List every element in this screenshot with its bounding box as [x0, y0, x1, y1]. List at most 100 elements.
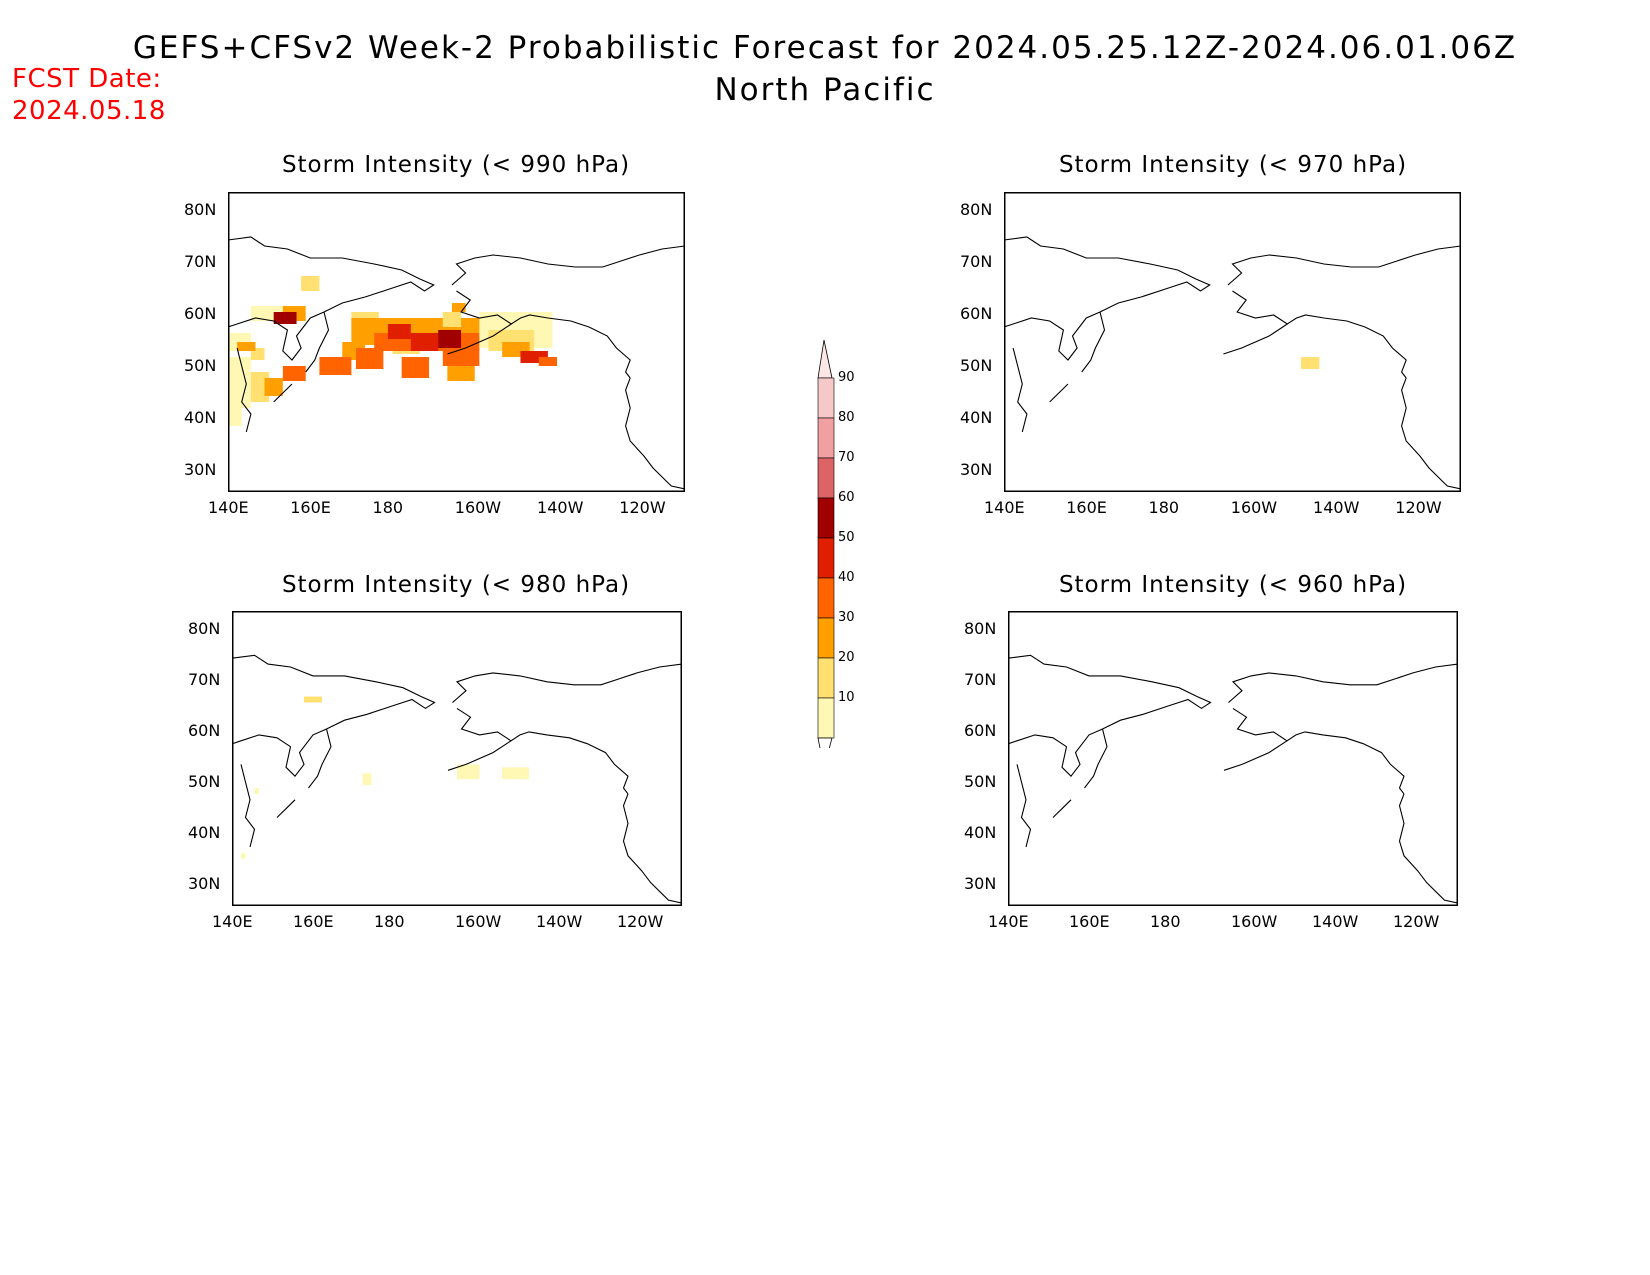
lat-tick-label: 50N	[960, 356, 993, 375]
lon-tick-label: 140E	[984, 498, 1025, 517]
probability-shade	[319, 357, 352, 375]
lon-tick-label: 160E	[1069, 912, 1110, 931]
lat-tick-label: 40N	[960, 408, 993, 427]
lat-tick-label: 30N	[964, 874, 997, 893]
lat-tick-label: 30N	[960, 460, 993, 479]
lat-tick-label: 70N	[964, 670, 997, 689]
probability-shade	[241, 852, 246, 859]
probability-shade	[442, 348, 480, 366]
map-panel-970	[1004, 192, 1461, 492]
lat-tick-label: 60N	[960, 304, 993, 323]
map-panel-990	[228, 192, 685, 492]
probability-shade	[1301, 357, 1320, 369]
lat-tick-label: 70N	[184, 252, 217, 271]
lon-tick-label: 140E	[212, 912, 253, 931]
colorbar-label: 30	[838, 610, 855, 625]
lon-tick-label: 160E	[293, 912, 334, 931]
lon-tick-label: 160W	[454, 498, 502, 517]
lon-tick-label: 140W	[1312, 912, 1359, 931]
lon-tick-label: 180	[374, 912, 405, 931]
map-frame	[1004, 192, 1461, 492]
lon-tick-label: 140W	[536, 912, 583, 931]
probability-shade	[451, 303, 466, 312]
lon-tick-label: 120W	[1393, 912, 1440, 931]
colorbar-swatch	[817, 417, 835, 459]
colorbar-graphic	[817, 339, 835, 748]
lat-tick-label: 80N	[964, 619, 997, 638]
lat-tick-label: 60N	[188, 721, 221, 740]
lon-tick-label: 160E	[1066, 498, 1107, 517]
lat-tick-label: 30N	[184, 460, 217, 479]
lon-tick-label: 160W	[1230, 498, 1278, 517]
main-title: GEFS+CFSv2 Week-2 Probabilistic Forecast…	[132, 30, 1518, 66]
fcst-date-label: FCST Date:	[12, 64, 162, 94]
region-subtitle: North Pacific	[714, 72, 936, 108]
lon-tick-label: 180	[372, 498, 404, 517]
colorbar-label: 20	[838, 650, 855, 665]
map-990	[228, 192, 685, 492]
probability-shade	[387, 324, 411, 339]
probability-shade	[457, 764, 480, 780]
lon-tick-label: 120W	[1395, 498, 1442, 517]
map-960	[1008, 611, 1458, 906]
panel-title-960: Storm Intensity (< 960 hPa)	[1058, 572, 1408, 598]
colorbar-label: 80	[838, 410, 855, 425]
colorbar-label: 90	[838, 370, 855, 385]
lat-tick-label: 60N	[184, 304, 217, 323]
probability-shade	[442, 312, 462, 327]
probability-shade	[282, 366, 306, 381]
probability-shade	[254, 788, 259, 794]
map-frame	[228, 192, 685, 492]
colorbar	[810, 338, 870, 748]
lon-tick-label: 120W	[617, 912, 664, 931]
map-970	[1004, 192, 1461, 492]
probability-shade	[438, 330, 462, 348]
colorbar-label: 40	[838, 570, 855, 585]
colorbar-swatch	[817, 497, 835, 539]
colorbar-swatch	[817, 697, 835, 739]
panel-title-970: Storm Intensity (< 970 hPa)	[1058, 152, 1408, 178]
colorbar-label: 50	[838, 530, 855, 545]
colorbar-label: 10	[838, 690, 855, 705]
probability-shade	[502, 767, 529, 780]
lon-tick-label: 140E	[988, 912, 1029, 931]
probability-shade	[228, 357, 251, 408]
probability-shade	[250, 372, 270, 402]
lat-tick-label: 40N	[964, 823, 997, 842]
map-980	[232, 611, 682, 906]
colorbar-swatch	[817, 377, 835, 419]
lon-tick-label: 120W	[619, 498, 666, 517]
probability-shade	[301, 276, 320, 291]
colorbar-swatch	[817, 537, 835, 579]
probability-shade	[355, 348, 384, 369]
probability-shade	[273, 312, 297, 324]
lat-tick-label: 70N	[188, 670, 221, 689]
lon-tick-label: 160W	[455, 912, 502, 931]
probability-shade	[237, 342, 256, 351]
map-panel-980	[232, 611, 682, 906]
panel-title-980: Storm Intensity (< 980 hPa)	[281, 572, 631, 598]
lat-tick-label: 80N	[960, 200, 993, 219]
lon-tick-label: 140W	[537, 498, 584, 517]
lat-tick-label: 80N	[188, 619, 221, 638]
colorbar-swatch	[817, 457, 835, 499]
probability-shade	[401, 357, 430, 378]
lon-tick-label: 160E	[290, 498, 331, 517]
colorbar-swatch	[817, 577, 835, 619]
colorbar-label: 60	[838, 490, 855, 505]
map-frame	[1008, 611, 1458, 906]
probability-shade	[410, 333, 439, 351]
lon-tick-label: 180	[1150, 912, 1181, 931]
fcst-date-value: 2024.05.18	[12, 96, 166, 126]
lat-tick-label: 50N	[184, 356, 217, 375]
lat-tick-label: 50N	[964, 772, 997, 791]
colorbar-swatch	[817, 657, 835, 699]
probability-shade	[264, 378, 283, 396]
panel-title-990: Storm Intensity (< 990 hPa)	[281, 152, 631, 178]
lat-tick-label: 40N	[184, 408, 217, 427]
lon-tick-label: 160W	[1231, 912, 1278, 931]
colorbar-swatch	[817, 617, 835, 659]
lat-tick-label: 30N	[188, 874, 221, 893]
lat-tick-label: 80N	[184, 200, 217, 219]
probability-shade	[228, 402, 242, 426]
